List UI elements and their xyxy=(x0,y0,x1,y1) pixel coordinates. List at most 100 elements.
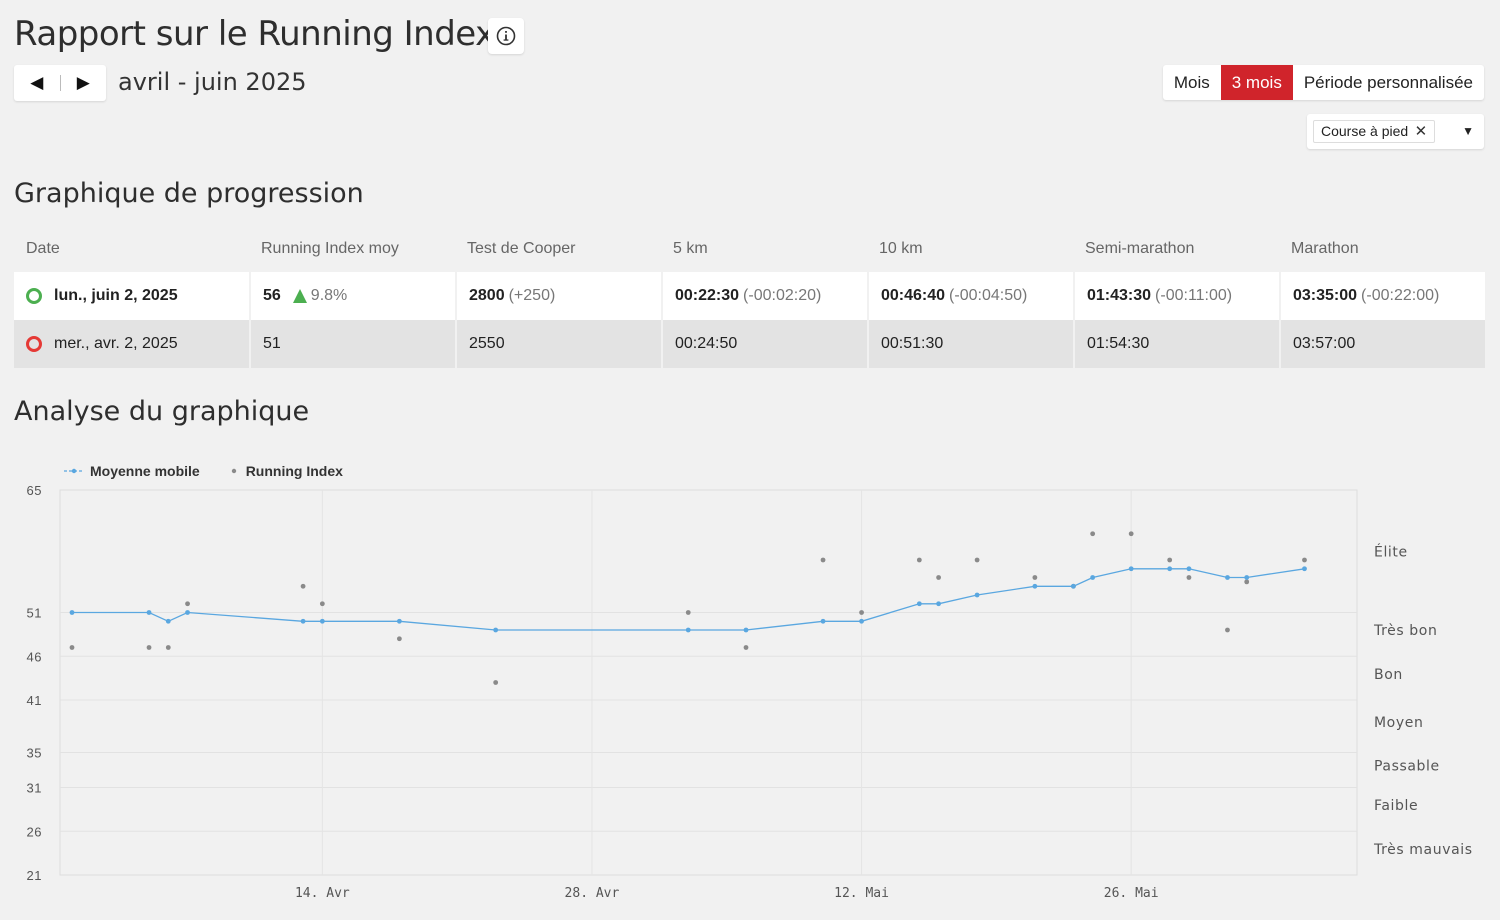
y-tick-label: 41 xyxy=(27,693,42,708)
date-value: lun., juin 2, 2025 xyxy=(54,287,178,304)
running-index-point xyxy=(743,645,749,650)
period-option-3-months[interactable]: 3 mois xyxy=(1220,65,1293,100)
moving-average-point xyxy=(820,618,826,624)
legend-item-running-index[interactable]: Running Index xyxy=(228,463,343,479)
table-row: mer., avr. 2, 2025 51 2550 00:24:50 00:5… xyxy=(14,320,1485,368)
legend-label: Running Index xyxy=(245,463,343,479)
previous-period-button[interactable]: ◀ xyxy=(14,65,60,101)
running-index-point xyxy=(69,645,75,650)
10km-delta: (-00:04:50) xyxy=(949,287,1028,304)
running-index-point xyxy=(936,575,941,580)
arrow-right-icon: ▶ xyxy=(76,73,90,92)
moving-average-point xyxy=(1167,566,1173,572)
arrow-left-icon: ◀ xyxy=(30,73,44,92)
index-trend: 9.8% xyxy=(310,287,348,304)
moving-average-point xyxy=(974,592,980,598)
chart-canvas: 21 26 31 35 41 46 51 65 14. Avr 28. Avr 12. Mai 26.… xyxy=(27,483,1473,901)
5km-cell: 00:24:50 xyxy=(661,320,867,368)
sport-chip-label: Course à pied xyxy=(1321,123,1409,139)
running-index-point xyxy=(146,645,152,650)
legend-item-moving-average[interactable]: Moyenne mobile xyxy=(64,463,200,479)
close-icon[interactable]: ✕ xyxy=(1414,123,1428,140)
running-index-point xyxy=(916,557,922,563)
running-index-point xyxy=(974,557,980,563)
moving-average-point xyxy=(69,610,75,615)
y-tick-label: 31 xyxy=(27,781,42,796)
y-tick-label: 35 xyxy=(27,746,42,761)
column-header: Semi-marathon xyxy=(1085,240,1195,257)
analysis-section-title: Analyse du graphique xyxy=(14,396,310,427)
cooper-cell: 2550 xyxy=(455,320,661,368)
chart-legend: Moyenne mobile Running Index xyxy=(64,463,371,479)
performance-category-label: Passable xyxy=(1374,759,1440,775)
pager-divider xyxy=(59,75,61,91)
running-index-point xyxy=(1032,575,1038,580)
running-index-point xyxy=(396,636,402,642)
half-marathon-value: 01:43:30 xyxy=(1087,287,1152,304)
running-index-point xyxy=(1186,575,1192,580)
period-option-custom[interactable]: Période personnalisée xyxy=(1303,73,1473,92)
running-index-point xyxy=(685,610,691,615)
period-selector: Mois 3 mois Période personnalisée xyxy=(1162,65,1484,100)
index-cell: 56 9.8% xyxy=(249,272,455,320)
running-index-point xyxy=(185,601,190,607)
running-index-point xyxy=(820,557,826,563)
performance-category-label: Faible xyxy=(1374,798,1418,814)
moving-average-point xyxy=(1302,566,1307,572)
moving-average-point xyxy=(1090,575,1096,580)
5km-delta: (-00:02:20) xyxy=(743,287,822,304)
y-tick-label: 65 xyxy=(27,483,42,498)
y-tick-label: 26 xyxy=(27,824,42,839)
cooper-cell: 2800 (+250) xyxy=(455,272,661,320)
running-index-point xyxy=(1167,557,1173,563)
moving-average-point xyxy=(146,610,152,615)
moving-average-point xyxy=(1244,575,1250,580)
moving-average-point xyxy=(1128,566,1134,572)
cooper-delta: (+250) xyxy=(508,287,556,304)
trend-up-icon xyxy=(292,289,307,303)
moving-average-point xyxy=(859,618,864,624)
plot-area xyxy=(59,489,1358,876)
previous-marker-icon xyxy=(26,336,42,352)
moving-average-legend-icon xyxy=(64,468,84,474)
performance-category-label: Bon xyxy=(1374,667,1403,683)
half-marathon-delta: (-00:11:00) xyxy=(1155,287,1233,304)
5km-value: 00:22:30 xyxy=(675,287,740,304)
column-header: Date xyxy=(26,240,60,257)
column-header: Test de Cooper xyxy=(467,240,576,257)
index-value: 56 xyxy=(263,287,281,304)
moving-average-point xyxy=(493,627,499,633)
running-index-point xyxy=(1244,579,1250,585)
table-header: Date Running Index moy Test de Cooper 5 … xyxy=(14,226,1485,272)
moving-average-point xyxy=(685,627,691,633)
moving-average-point xyxy=(185,610,190,615)
moving-average-point xyxy=(743,627,749,633)
moving-average-point xyxy=(319,618,325,624)
info-button[interactable] xyxy=(488,18,524,54)
moving-average-point xyxy=(165,618,171,624)
y-tick-label: 21 xyxy=(27,868,42,883)
next-period-button[interactable]: ▶ xyxy=(60,65,106,101)
running-index-point xyxy=(319,601,325,607)
x-tick-label: 14. Avr xyxy=(295,886,350,901)
column-header: Marathon xyxy=(1291,240,1359,257)
performance-category-label: Très bon xyxy=(1373,623,1437,639)
half-marathon-cell: 01:54:30 xyxy=(1073,320,1279,368)
latest-marker-icon xyxy=(26,288,42,304)
info-circle-icon xyxy=(496,26,516,46)
column-header: 10 km xyxy=(879,240,923,257)
10km-cell: 00:51:30 xyxy=(867,320,1073,368)
x-tick-label: 12. Mai xyxy=(834,886,889,901)
10km-value: 00:46:40 xyxy=(881,287,946,304)
performance-category-label: Élite xyxy=(1374,543,1408,560)
10km-cell: 00:46:40 (-00:04:50) xyxy=(867,272,1073,320)
sport-filter-select[interactable]: Course à pied ✕ ▼ xyxy=(1307,114,1484,149)
moving-average-point xyxy=(936,601,941,607)
date-range-label: avril - juin 2025 xyxy=(118,68,307,96)
chevron-down-icon[interactable]: ▼ xyxy=(1462,124,1474,138)
running-index-point xyxy=(493,680,499,685)
5km-cell: 00:22:30 (-00:02:20) xyxy=(661,272,867,320)
moving-average-point xyxy=(396,618,402,624)
period-option-month[interactable]: Mois xyxy=(1173,73,1210,92)
running-index-point xyxy=(859,610,864,615)
